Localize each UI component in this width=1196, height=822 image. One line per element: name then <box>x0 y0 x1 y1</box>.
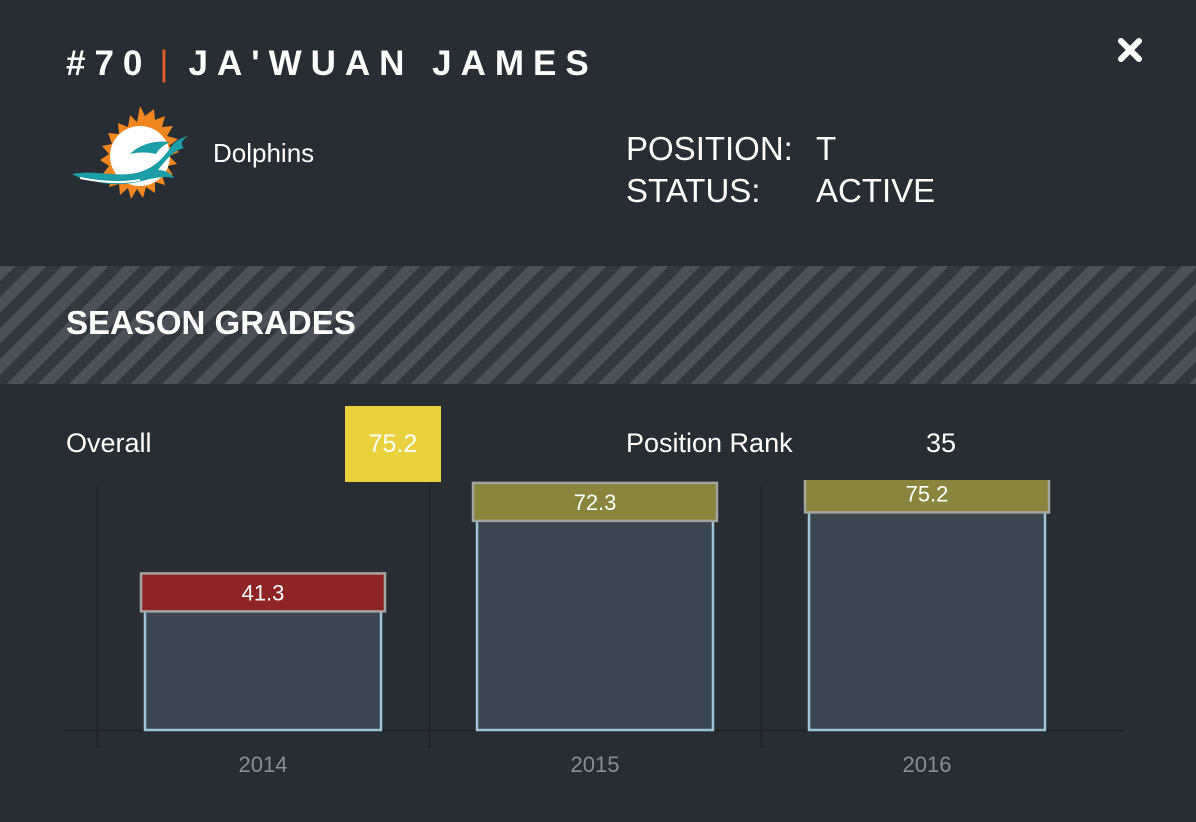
season-tick-label: 2015 <box>571 752 620 777</box>
jersey-number: #70 <box>66 44 152 83</box>
overall-grade-badge: 75.2 <box>345 406 441 482</box>
player-info: POSITION: T STATUS: ACTIVE <box>626 128 935 212</box>
close-icon[interactable] <box>1117 37 1143 63</box>
season-tick-label: 2014 <box>239 752 288 777</box>
season-grades-chart: 41.3 2014 72.3 2015 75.2 2016 <box>64 480 1124 777</box>
position-rank-label: Position Rank <box>626 428 793 458</box>
player-name: JA'WUAN JAMES <box>188 44 598 83</box>
position-rank-value: 35 <box>926 428 957 458</box>
section-band <box>0 266 1196 384</box>
close-button[interactable] <box>1110 30 1150 70</box>
grade-label-box <box>139 572 387 613</box>
status-row: STATUS: ACTIVE <box>626 170 935 212</box>
header-separator: | <box>159 44 169 83</box>
grade-data-label: 72.3 <box>574 490 617 515</box>
player-header: #70 | JA'WUAN JAMES <box>66 40 598 88</box>
status-value: ACTIVE <box>816 172 936 209</box>
grade-bar <box>475 517 715 732</box>
team-name: Dolphins <box>213 138 315 168</box>
position-label: POSITION: <box>626 130 793 167</box>
grade-bar <box>807 509 1047 732</box>
position-value: T <box>816 130 837 167</box>
dolphins-logo-icon <box>70 104 200 208</box>
grade-bar <box>143 608 383 732</box>
season-tick-label: 2016 <box>903 752 952 777</box>
overall-label: Overall <box>66 428 152 458</box>
grade-label-box <box>471 481 719 523</box>
section-title: SEASON GRADES <box>66 304 356 341</box>
status-label: STATUS: <box>626 172 761 209</box>
grade-label-box <box>803 480 1051 514</box>
position-row: POSITION: T <box>626 128 935 170</box>
grade-data-label: 75.2 <box>906 481 949 506</box>
grade-data-label: 41.3 <box>242 580 285 605</box>
